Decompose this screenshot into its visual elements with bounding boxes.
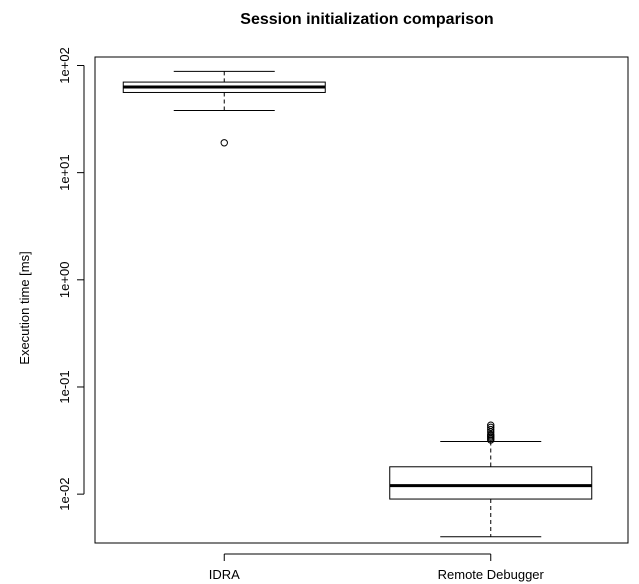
outlier-point xyxy=(487,425,495,434)
y-axis: 1e+02 1e+01 1e+00 1e-01 1e-02 xyxy=(57,47,85,511)
x-axis: IDRA Remote Debugger xyxy=(209,553,545,582)
y-tick-label: 1e+01 xyxy=(57,154,72,191)
outlier-point xyxy=(487,421,495,429)
outlier-point xyxy=(487,430,495,439)
y-tick-label: 1e+02 xyxy=(57,47,72,84)
boxes-group xyxy=(122,70,593,538)
x-tick-label: Remote Debugger xyxy=(438,567,545,582)
plot-frame xyxy=(94,56,629,544)
box-iqr xyxy=(389,466,593,500)
chart-title: Session initialization comparison xyxy=(240,11,493,28)
y-axis-label: Execution time [ms] xyxy=(17,251,32,364)
y-tick-label: 1e+00 xyxy=(57,262,72,299)
outlier-point xyxy=(487,423,495,432)
y-tick-label: 1e-01 xyxy=(57,370,72,403)
outlier-point xyxy=(220,139,228,147)
y-tick-label: 1e-02 xyxy=(57,478,72,511)
x-tick-label: IDRA xyxy=(209,567,240,582)
